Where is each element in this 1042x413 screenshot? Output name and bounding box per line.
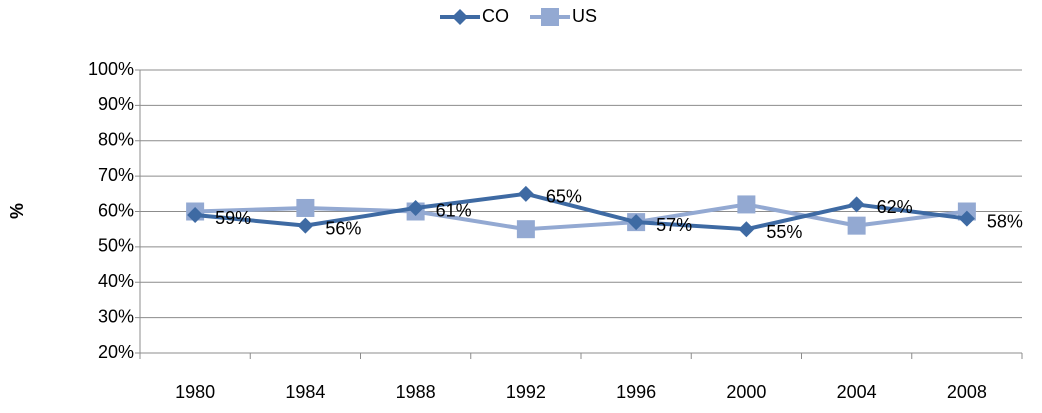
x-tick-label: 1996 bbox=[616, 382, 656, 402]
marker bbox=[628, 214, 645, 231]
x-tick-label: 1980 bbox=[175, 382, 215, 402]
marker bbox=[848, 196, 865, 213]
y-tick-label: 100% bbox=[88, 59, 134, 79]
y-tick-label: 40% bbox=[98, 271, 134, 291]
marker bbox=[738, 221, 755, 238]
marker bbox=[187, 207, 204, 224]
y-tick-label: 30% bbox=[98, 306, 134, 326]
data-label: 57% bbox=[656, 215, 692, 235]
x-tick-label: 2004 bbox=[837, 382, 877, 402]
series-line bbox=[194, 191, 968, 232]
data-label: 59% bbox=[215, 208, 251, 228]
x-tick-label: 1988 bbox=[396, 382, 436, 402]
y-axis-label: % bbox=[7, 203, 27, 219]
marker bbox=[516, 220, 535, 239]
marker bbox=[296, 198, 315, 217]
y-tick-label: 90% bbox=[98, 94, 134, 114]
x-tick-label: 1984 bbox=[285, 382, 325, 402]
y-tick-label: 80% bbox=[98, 130, 134, 150]
legend-marker bbox=[452, 9, 468, 25]
marker bbox=[517, 185, 534, 202]
data-label: 58% bbox=[987, 211, 1023, 231]
marker bbox=[958, 210, 975, 227]
marker bbox=[407, 199, 424, 216]
data-label: 62% bbox=[877, 197, 913, 217]
y-tick-label: 20% bbox=[98, 342, 134, 362]
marker bbox=[847, 216, 866, 235]
x-tick-label: 2008 bbox=[947, 382, 987, 402]
y-tick-label: 70% bbox=[98, 165, 134, 185]
marker bbox=[297, 217, 314, 234]
data-label: 65% bbox=[546, 187, 582, 207]
data-label: 55% bbox=[766, 222, 802, 242]
x-tick-label: 1992 bbox=[506, 382, 546, 402]
series-line bbox=[195, 202, 968, 232]
legend-label: CO bbox=[482, 6, 509, 26]
x-tick-label: 2000 bbox=[726, 382, 766, 402]
marker bbox=[737, 195, 756, 214]
y-tick-label: 60% bbox=[98, 200, 134, 220]
legend-label: US bbox=[572, 6, 597, 26]
data-label: 61% bbox=[436, 201, 472, 221]
y-tick-label: 50% bbox=[98, 236, 134, 256]
legend-marker bbox=[541, 8, 559, 26]
data-label: 56% bbox=[325, 218, 361, 238]
